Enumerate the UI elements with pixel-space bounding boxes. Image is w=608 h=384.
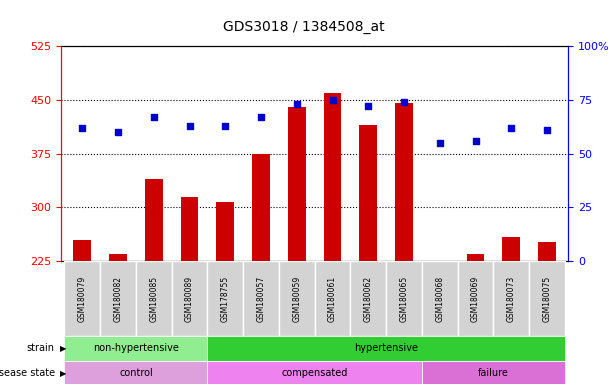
Point: [292, 101, 302, 107]
Text: GSM180082: GSM180082: [114, 276, 122, 321]
Bar: [171, 261, 207, 336]
Text: ▶: ▶: [60, 344, 66, 353]
Point: [435, 140, 444, 146]
Bar: [466, 254, 485, 384]
Text: strain: strain: [27, 343, 55, 354]
Text: ▶: ▶: [60, 369, 66, 378]
Point: [185, 122, 195, 129]
Bar: [279, 261, 315, 336]
Bar: [207, 336, 565, 361]
Text: GSM180068: GSM180068: [435, 275, 444, 322]
Bar: [431, 263, 449, 384]
Point: [364, 103, 373, 109]
Bar: [64, 261, 100, 336]
Point: [471, 137, 480, 144]
Text: hypertensive: hypertensive: [354, 343, 418, 354]
Bar: [100, 261, 136, 336]
Point: [506, 125, 516, 131]
Bar: [458, 261, 494, 336]
Bar: [288, 107, 306, 384]
Text: GSM178755: GSM178755: [221, 275, 230, 322]
Bar: [494, 261, 529, 336]
Text: GSM180073: GSM180073: [507, 275, 516, 322]
Point: [149, 114, 159, 120]
Text: GSM180061: GSM180061: [328, 275, 337, 322]
Bar: [350, 261, 386, 336]
Bar: [538, 242, 556, 384]
Text: GSM180079: GSM180079: [78, 275, 87, 322]
Text: GSM180065: GSM180065: [399, 275, 409, 322]
Point: [113, 129, 123, 135]
Bar: [243, 261, 279, 336]
Text: GSM180062: GSM180062: [364, 275, 373, 322]
Point: [399, 99, 409, 105]
Point: [77, 125, 87, 131]
Bar: [109, 254, 127, 384]
Bar: [136, 261, 171, 336]
Bar: [315, 261, 350, 336]
Point: [328, 97, 337, 103]
Point: [256, 114, 266, 120]
Bar: [422, 261, 458, 336]
Bar: [529, 261, 565, 336]
Text: GSM180069: GSM180069: [471, 275, 480, 322]
Bar: [207, 361, 422, 384]
Bar: [359, 125, 377, 384]
Bar: [207, 261, 243, 336]
Point: [542, 127, 552, 133]
Bar: [395, 103, 413, 384]
Text: GSM180089: GSM180089: [185, 275, 194, 322]
Bar: [502, 237, 520, 384]
Text: GSM180085: GSM180085: [149, 275, 158, 322]
Bar: [216, 202, 234, 384]
Bar: [422, 361, 565, 384]
Point: [220, 122, 230, 129]
Bar: [181, 197, 198, 384]
Text: GDS3018 / 1384508_at: GDS3018 / 1384508_at: [223, 20, 385, 34]
Text: GSM180059: GSM180059: [292, 275, 301, 322]
Text: control: control: [119, 368, 153, 379]
Text: disease state: disease state: [0, 368, 55, 379]
Bar: [74, 240, 91, 384]
Bar: [323, 93, 342, 384]
Text: failure: failure: [478, 368, 509, 379]
Text: non-hypertensive: non-hypertensive: [93, 343, 179, 354]
Bar: [64, 361, 207, 384]
Bar: [145, 179, 163, 384]
Bar: [64, 336, 207, 361]
Bar: [386, 261, 422, 336]
Text: compensated: compensated: [282, 368, 348, 379]
Bar: [252, 154, 270, 384]
Text: GSM180075: GSM180075: [542, 275, 551, 322]
Text: GSM180057: GSM180057: [257, 275, 266, 322]
